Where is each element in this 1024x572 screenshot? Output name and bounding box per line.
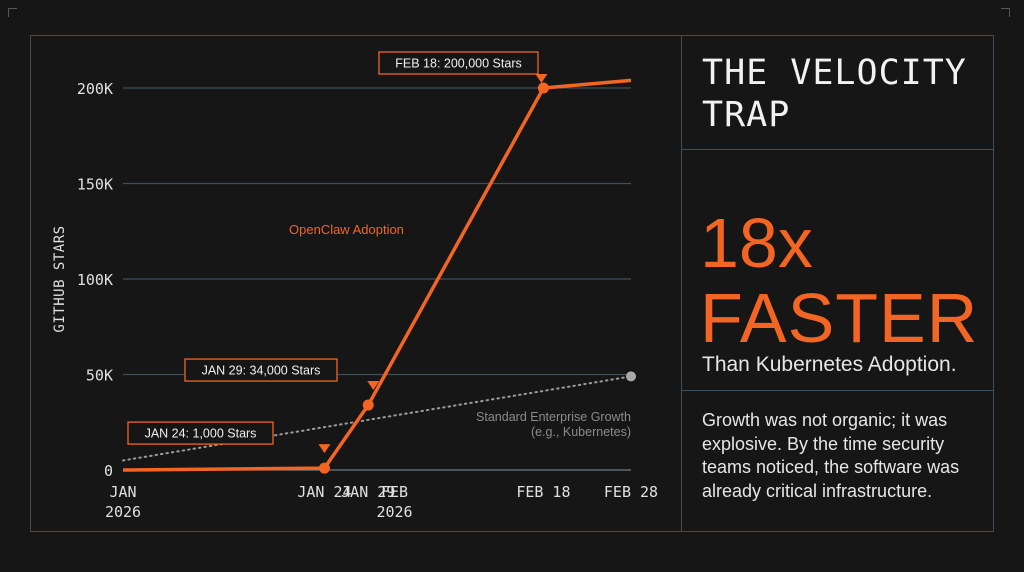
data-point [362, 399, 374, 411]
annotation-pointer [535, 74, 548, 83]
series-label-enterprise-growth: (e.g., Kubernetes) [531, 425, 631, 439]
x-tick-label: FEB [381, 483, 408, 501]
annotation-label: JAN 29: 34,000 Stars [202, 364, 321, 378]
annotation-pointer [318, 444, 331, 454]
annotation-label: JAN 24: 1,000 Stars [145, 427, 257, 441]
y-axis-title: GITHUB STARS [52, 225, 68, 332]
explanation-text: Growth was not organic; it was explosive… [702, 410, 960, 501]
corner-mark-top-left [8, 8, 17, 17]
x-tick-label: FEB 28 [604, 483, 658, 501]
y-tick-label: 200K [77, 80, 113, 98]
x-tick-label: 2026 [105, 503, 141, 521]
y-tick-label: 50K [86, 367, 113, 385]
stat-multiplier: 18x [700, 204, 813, 282]
y-tick-label: 0 [104, 462, 113, 480]
title-divider [681, 149, 994, 150]
annotation-pointer [367, 381, 380, 391]
stat-divider [681, 390, 994, 391]
series-label-openclaw-adoption: OpenClaw Adoption [289, 222, 404, 237]
stat-subtitle: Than Kubernetes Adoption. [702, 353, 957, 376]
stat-faster: FASTER [700, 279, 979, 357]
series-line-enterprise-growth [122, 375, 632, 462]
data-point [318, 462, 330, 474]
annotation-box [127, 421, 274, 445]
annotation-box [184, 358, 338, 382]
x-tick-label: FEB 18 [516, 483, 570, 501]
series-endpoint-enterprise-growth [626, 371, 636, 382]
x-tick-label: 2026 [376, 503, 412, 521]
panel-title: THE VELOCITY TRAP [702, 53, 967, 135]
series-label-enterprise-growth: Standard Enterprise Growth [476, 410, 631, 424]
x-tick-label: JAN 29 [341, 483, 395, 501]
data-point [537, 82, 549, 94]
panel-divider [681, 35, 682, 532]
x-tick-label: JAN [109, 483, 136, 501]
slide-frame [30, 35, 994, 532]
y-tick-label: 150K [77, 176, 113, 194]
x-tick-label: JAN 24 [297, 483, 351, 501]
y-tick-label: 100K [77, 271, 113, 289]
annotation-label: FEB 18: 200,000 Stars [395, 57, 521, 71]
annotation-box [378, 51, 539, 75]
corner-mark-top-right [1001, 8, 1010, 17]
